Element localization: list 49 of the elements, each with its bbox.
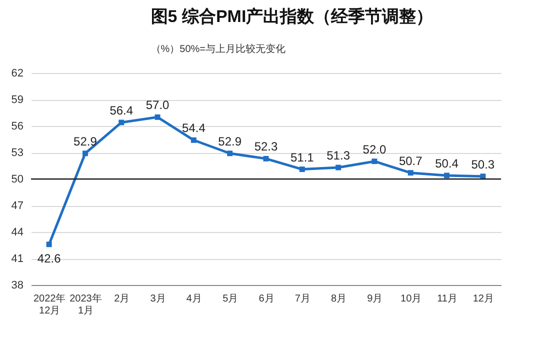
y-tick-label: 59 <box>11 94 24 106</box>
data-label: 56.4 <box>110 103 134 118</box>
data-label: 57.0 <box>146 98 170 112</box>
x-tick-label: 2022年 12月 <box>33 292 66 316</box>
x-tick-label: 5月 <box>222 294 238 304</box>
data-label: 52.9 <box>74 134 98 148</box>
point <box>154 114 160 120</box>
point <box>118 120 124 126</box>
x-tick-label: 10月 <box>400 294 422 304</box>
y-tick-label: 62 <box>11 68 24 80</box>
x-tick-label: 11月 <box>437 294 458 304</box>
point <box>227 150 233 156</box>
y-tick-label: 41 <box>11 253 24 265</box>
x-tick-label: 2月 <box>114 294 130 304</box>
point <box>82 150 88 156</box>
point <box>299 166 305 172</box>
y-tick-label: 47 <box>11 200 24 212</box>
data-label: 54.4 <box>182 121 206 136</box>
data-label: 50.4 <box>435 156 459 170</box>
point <box>408 170 414 176</box>
y-tick-label: 44 <box>11 226 24 238</box>
point <box>190 137 196 143</box>
data-label: 51.1 <box>290 150 314 164</box>
y-tick-label: 50 <box>11 174 24 186</box>
x-tick-label: 2023年 1月 <box>70 292 102 316</box>
data-label: 52.9 <box>218 134 242 148</box>
x-tick-label: 8月 <box>331 294 347 304</box>
data-label: 50.3 <box>471 157 495 172</box>
y-tick-label: 56 <box>11 120 24 132</box>
point <box>46 242 52 248</box>
x-tick-label: 7月 <box>294 294 310 304</box>
data-label: 52.3 <box>254 140 278 154</box>
y-tick-label: 53 <box>11 147 24 159</box>
point <box>263 156 269 162</box>
point <box>336 164 342 170</box>
data-label: 52.0 <box>362 142 386 156</box>
point <box>444 172 450 178</box>
chart-subtitle: （%）50%=与上月比较无变化 <box>150 43 286 55</box>
x-tick-label: 3月 <box>150 294 166 304</box>
x-tick-label: 9月 <box>367 294 383 304</box>
chart-title: 图5 综合PMI产出指数（经季节调整） <box>150 7 434 26</box>
data-label: 42.6 <box>37 251 62 266</box>
x-tick-label: 6月 <box>258 294 274 304</box>
x-tick-label: 4月 <box>186 294 202 304</box>
x-tick-label: 12月 <box>472 294 494 304</box>
data-label: 50.7 <box>398 154 423 168</box>
y-tick-label: 38 <box>11 280 24 292</box>
data-label: 51.3 <box>326 148 350 163</box>
point <box>372 158 378 164</box>
